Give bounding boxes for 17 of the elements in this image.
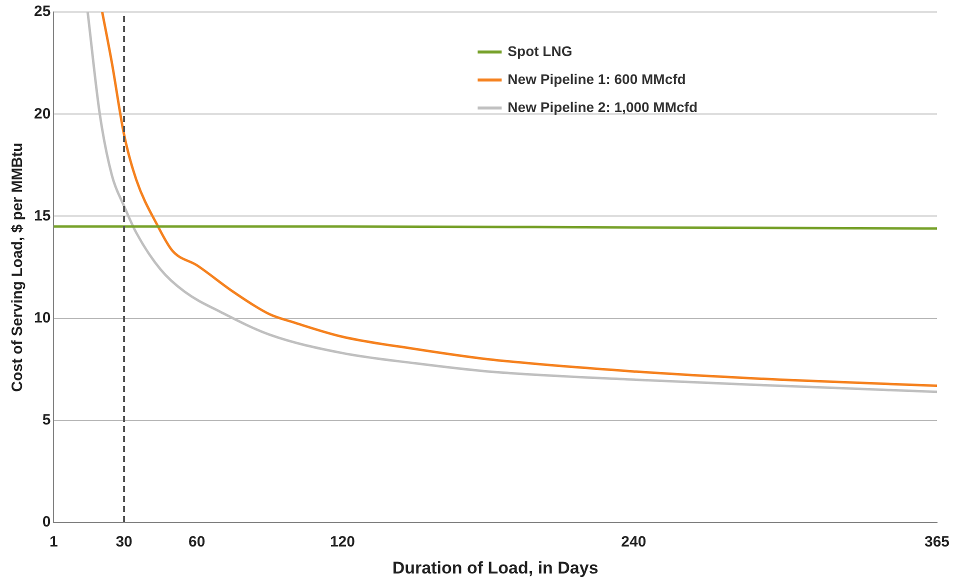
y-tick-label: 20 [34, 105, 51, 122]
y-tick-label: 10 [34, 310, 51, 326]
x-tick-label: 60 [188, 534, 206, 551]
y-tick-label: 5 [42, 412, 51, 429]
x-tick-label: 120 [330, 534, 355, 551]
y-tick-label: 15 [34, 207, 51, 224]
x-tick-label: 240 [621, 534, 646, 551]
x-tick-label: 30 [116, 534, 132, 551]
y-tick-label: 25 [34, 3, 51, 20]
x-tick-label: 365 [924, 534, 950, 551]
legend-label: Spot LNG [508, 42, 572, 59]
x-tick-label: 1 [50, 534, 58, 551]
y-axis-title: Cost of Serving Load, $ per MMBtu [9, 142, 26, 392]
legend-label: New Pipeline 1: 600 MMcfd [508, 70, 686, 87]
y-tick-label: 0 [42, 514, 51, 531]
x-axis-title: Duration of Load, in Days [392, 558, 598, 578]
legend-label: New Pipeline 2: 1,000 MMcfd [508, 98, 698, 115]
